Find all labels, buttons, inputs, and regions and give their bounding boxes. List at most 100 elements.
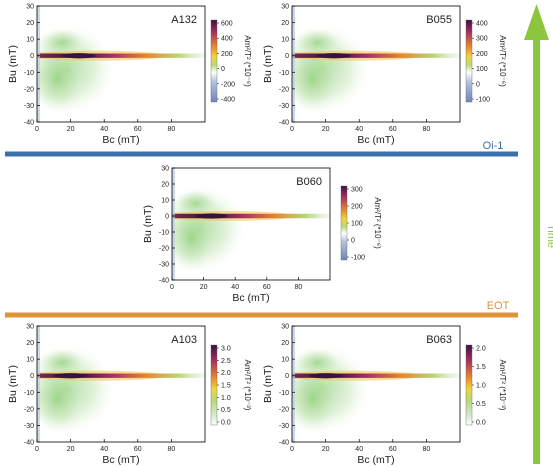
colorbar-tick-label: 0.0: [476, 420, 486, 427]
y-tick-label: 30: [26, 4, 34, 11]
colorbar-tick-label: -200: [221, 81, 235, 88]
edge-strip: [292, 6, 295, 122]
colorbar-label: Am²/T² (*10⁻⁶): [498, 35, 507, 87]
time-arrow: Time: [524, 4, 553, 464]
colorbar-tick-label: 0: [221, 66, 225, 73]
diffuse-field-core: [37, 364, 85, 434]
y-tick-label: -40: [159, 278, 169, 285]
y-tick-label: -30: [159, 262, 169, 269]
y-tick-label: -20: [24, 86, 34, 93]
colorbar-tick-label: 2.0: [476, 346, 486, 353]
heatmap-field: [292, 326, 460, 442]
x-tick-label: 0: [35, 446, 39, 453]
y-tick-label: -20: [24, 406, 34, 413]
x-tick-label: 80: [168, 446, 176, 453]
y-tick-label: 30: [281, 324, 289, 331]
x-tick-label: 0: [170, 284, 174, 291]
x-axis-label: Bc (mT): [102, 134, 139, 146]
y-tick-label: 10: [281, 357, 289, 364]
x-axis-label: Bc (mT): [357, 454, 394, 466]
diffuse-field-core: [37, 44, 85, 114]
x-tick-label: 80: [168, 126, 176, 133]
x-tick-label: 40: [100, 446, 108, 453]
diffuse-field-upper: [293, 348, 341, 377]
x-tick-label: 60: [389, 126, 397, 133]
x-tick-label: 20: [200, 284, 208, 291]
y-axis-label: Bu (mT): [7, 365, 19, 403]
x-tick-label: 0: [290, 446, 294, 453]
x-tick-label: 40: [355, 126, 363, 133]
y-tick-label: 30: [161, 166, 169, 173]
plot-frame: [36, 5, 206, 123]
edge-strip: [37, 326, 40, 442]
y-tick-label: -30: [24, 103, 34, 110]
y-tick-label: 20: [161, 182, 169, 189]
ridge-peak: [317, 53, 351, 59]
x-tick-label: 40: [231, 284, 239, 291]
colorbar: [465, 344, 473, 426]
colorbar: [465, 19, 473, 103]
y-tick-label: -40: [279, 440, 289, 447]
colorbar-tick-label: 0.0: [221, 420, 231, 427]
diffuse-field-upper: [173, 189, 218, 217]
colorbar-tick-label: 3.0: [221, 346, 231, 353]
x-tick-label: 60: [134, 126, 142, 133]
diffuse-field-core: [172, 204, 217, 272]
ridge-peak: [53, 373, 88, 379]
colorbar-tick-label: 1.0: [221, 395, 231, 402]
panel-title: B063: [426, 334, 452, 346]
colorbar-tick-label: -400: [221, 97, 235, 104]
heatmap-field: [37, 6, 205, 122]
plot-frame: [36, 325, 206, 443]
ridge-peak: [308, 373, 343, 379]
ridge-peak: [62, 53, 96, 59]
x-tick-label: 60: [263, 284, 271, 291]
diffuse-field-upper: [38, 348, 86, 377]
time-label: Time: [545, 224, 553, 248]
y-tick-label: -10: [24, 70, 34, 77]
colorbar-tick-label: 300: [476, 36, 488, 43]
x-tick-label: 0: [35, 126, 39, 133]
y-tick-label: -20: [279, 86, 289, 93]
x-tick-label: 40: [355, 446, 363, 453]
diffuse-field-upper: [293, 28, 341, 57]
colorbar-tick-label: 2.0: [221, 370, 231, 377]
y-tick-label: 0: [30, 53, 34, 60]
colorbar-tick-label: 400: [221, 36, 233, 43]
x-tick-label: 20: [67, 446, 75, 453]
y-tick-label: -40: [279, 120, 289, 127]
y-tick-label: -20: [159, 246, 169, 253]
colorbar-tick-label: 200: [221, 51, 233, 58]
y-tick-label: 10: [26, 357, 34, 364]
colorbar-tick-label: 400: [476, 21, 488, 28]
diffuse-field-core: [292, 364, 340, 434]
x-tick-label: 20: [67, 126, 75, 133]
y-axis-label: Bu (mT): [7, 45, 19, 83]
heatmap-field: [37, 326, 205, 442]
y-tick-label: -10: [24, 390, 34, 397]
colorbar-tick-label: 1.0: [476, 383, 486, 390]
y-tick-label: -40: [24, 120, 34, 127]
edge-strip: [172, 168, 175, 280]
y-tick-label: 30: [281, 4, 289, 11]
colorbar-tick-label: 2.5: [221, 358, 231, 365]
edge-strip: [37, 6, 40, 122]
colorbar-tick-label: 0: [476, 81, 480, 88]
y-tick-label: 0: [285, 373, 289, 380]
y-tick-label: 30: [26, 324, 34, 331]
x-tick-label: 60: [134, 446, 142, 453]
colorbar-tick-label: 200: [351, 204, 363, 211]
y-tick-label: 20: [26, 20, 34, 27]
x-tick-label: 40: [100, 126, 108, 133]
y-tick-label: 10: [26, 37, 34, 44]
y-tick-label: -20: [279, 406, 289, 413]
colorbar-label: Am²/T² (*10⁻⁶): [373, 197, 382, 249]
colorbar-tick-label: 300: [351, 187, 363, 194]
panel-title: A103: [171, 334, 197, 346]
panel-title: A132: [171, 14, 197, 26]
colorbar-tick-label: 0: [351, 238, 355, 245]
plot-frame: [291, 325, 461, 443]
y-axis-label: Bu (mT): [262, 45, 274, 83]
